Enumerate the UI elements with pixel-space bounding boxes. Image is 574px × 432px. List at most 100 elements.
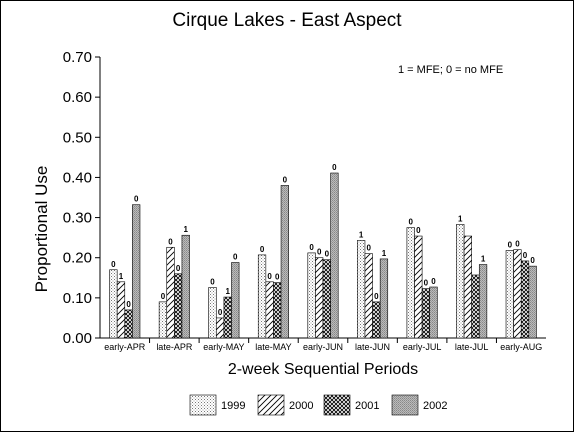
data-label: 0 <box>218 308 223 317</box>
data-label: 0 <box>424 279 429 288</box>
data-label: 0 <box>374 292 379 301</box>
bar-1999-late-JUL <box>456 224 465 339</box>
x-tick-label: late-APR <box>156 342 193 352</box>
annotation-text: 1 = MFE; 0 = no MFE <box>398 64 503 76</box>
legend: 1999 2000 2001 2002 <box>189 394 447 416</box>
data-label: 0 <box>168 237 173 246</box>
data-label: 0 <box>161 292 166 301</box>
legend-label: 2002 <box>423 400 447 412</box>
bar-2000-late-MAY <box>265 281 274 339</box>
bar-2002-early-JUN <box>330 172 339 339</box>
bar-2001-late-MAY <box>273 282 282 339</box>
bar-2000-early-JUN <box>315 257 324 339</box>
bar-1999-early-APR <box>109 269 118 339</box>
bar-2002-early-AUG <box>528 265 537 339</box>
data-label: 0 <box>111 260 116 269</box>
bar-2002-late-JUN <box>379 258 389 339</box>
data-label: 1 <box>382 249 387 258</box>
bar-1999-early-AUG <box>505 250 514 339</box>
bar-2001-late-JUL <box>471 274 480 339</box>
data-label: 0 <box>233 253 238 262</box>
data-label: 0 <box>126 300 131 309</box>
data-label: 1 <box>359 230 364 239</box>
legend-label: 2000 <box>289 400 313 412</box>
bar-2001-early-APR <box>124 309 133 339</box>
bar-2001-early-MAY <box>223 296 232 339</box>
data-label: 0 <box>367 244 372 253</box>
y-tick-label: 0.00 <box>63 330 92 347</box>
bar-1999-late-APR <box>158 301 168 339</box>
data-label: 1 <box>458 214 463 223</box>
x-tick-label: early-JUL <box>403 342 442 352</box>
data-label: 0 <box>431 277 436 286</box>
bar-2002-late-APR <box>181 234 190 339</box>
bar-2001-early-JUL <box>421 288 431 339</box>
bar-2002-late-MAY <box>280 185 289 339</box>
bar-2002-late-JUL <box>478 264 488 339</box>
bar-2001-late-APR <box>174 273 183 339</box>
legend-label: 1999 <box>221 400 245 412</box>
bar-2000-early-AUG <box>513 249 522 339</box>
y-tick-label: 0.60 <box>63 89 92 106</box>
plot-area: 0.00 0.10 0.20 0.30 0.40 0.50 0.60 0.70 early-AP… <box>63 49 546 352</box>
bar-1999-late-MAY <box>257 254 267 339</box>
data-label: 0 <box>275 273 280 282</box>
bar-2000-late-APR <box>166 246 175 339</box>
bar-2002-early-APR <box>132 204 141 339</box>
data-label: 0 <box>309 243 314 252</box>
bar-2000-early-APR <box>116 281 126 339</box>
chart-title: Cirque Lakes - East Aspect <box>172 10 402 31</box>
data-label: 0 <box>515 240 520 249</box>
bar-1999-early-JUN <box>307 252 316 339</box>
data-label: 1 <box>184 225 189 234</box>
y-tick-label: 0.50 <box>63 129 92 146</box>
data-label: 0 <box>267 272 272 281</box>
x-tick-label: early-AUG <box>500 342 542 352</box>
y-tick-label: 0.40 <box>63 169 92 186</box>
bar-2000-late-JUL <box>463 235 472 339</box>
x-tick-label: early-MAY <box>203 342 244 352</box>
legend-label: 2001 <box>355 400 379 412</box>
data-label: 0 <box>283 175 288 184</box>
bar-2001-late-JUN <box>372 301 381 339</box>
x-tick-label: early-JUN <box>303 342 343 352</box>
x-tick-label: late-JUL <box>455 342 489 352</box>
y-tick-label: 0.10 <box>63 290 92 307</box>
y-tick-label: 0.30 <box>63 210 92 227</box>
data-label: 1 <box>481 255 486 264</box>
bar-2000-early-MAY <box>215 317 225 339</box>
legend-swatch-2001 <box>323 394 351 416</box>
bar-2001-early-AUG <box>520 260 530 339</box>
y-tick-label: 0.70 <box>63 49 92 66</box>
data-label: 0 <box>325 250 330 259</box>
data-label: 0 <box>332 163 337 172</box>
legend-swatch-2000 <box>257 394 285 416</box>
data-label: 0 <box>530 256 535 265</box>
bar-2002-early-MAY <box>231 262 240 339</box>
data-label: 0 <box>260 245 265 254</box>
bar-2000-early-JUL <box>414 235 423 339</box>
bar-2001-early-JUN <box>322 259 331 339</box>
x-tick-label: late-JUN <box>355 342 390 352</box>
x-tick-label: late-MAY <box>255 342 291 352</box>
data-label: 1 <box>225 287 230 296</box>
data-label: 0 <box>408 218 413 227</box>
y-tick-label: 0.20 <box>63 250 92 267</box>
bar-1999-early-JUL <box>406 227 415 339</box>
y-axis-label: Proportional Use <box>32 166 51 293</box>
legend-swatch-2002 <box>391 394 419 416</box>
data-label: 0 <box>134 195 139 204</box>
bar-1999-late-JUN <box>357 240 366 339</box>
data-label: 0 <box>210 277 215 286</box>
bar-2002-early-JUL <box>429 286 438 339</box>
data-label: 0 <box>508 240 513 249</box>
data-label: 0 <box>523 251 528 260</box>
bar-1999-early-MAY <box>208 287 217 339</box>
x-axis-label: 2-week Sequential Periods <box>228 361 418 378</box>
x-tick-label: early-APR <box>104 342 146 352</box>
data-label: 1 <box>119 272 124 281</box>
legend-swatch-1999 <box>189 394 217 416</box>
data-label: 0 <box>416 226 421 235</box>
bar-2000-late-JUN <box>364 253 373 339</box>
